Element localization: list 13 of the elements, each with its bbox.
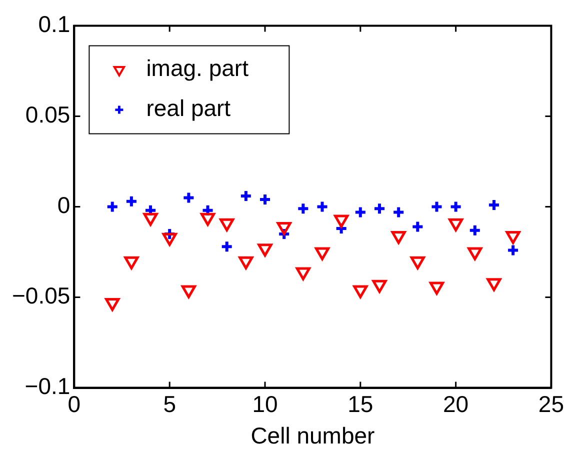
legend-label: imag. part xyxy=(146,55,250,82)
x-tick-label: 25 xyxy=(538,390,564,417)
y-tick-label: −0.05 xyxy=(12,282,70,309)
y-tick-label: 0.05 xyxy=(25,102,70,128)
x-tick-label: 10 xyxy=(252,390,278,417)
x-axis-title: Cell number xyxy=(250,422,376,449)
x-tick-label: 15 xyxy=(348,390,374,417)
x-tick-label: 20 xyxy=(443,390,469,417)
y-tick-label: 0.1 xyxy=(38,11,70,38)
y-tick-label: −0.1 xyxy=(24,373,70,400)
legend-label: real part xyxy=(146,95,232,122)
x-tick-label: 5 xyxy=(163,390,176,417)
y-tick-label: 0 xyxy=(57,192,70,218)
